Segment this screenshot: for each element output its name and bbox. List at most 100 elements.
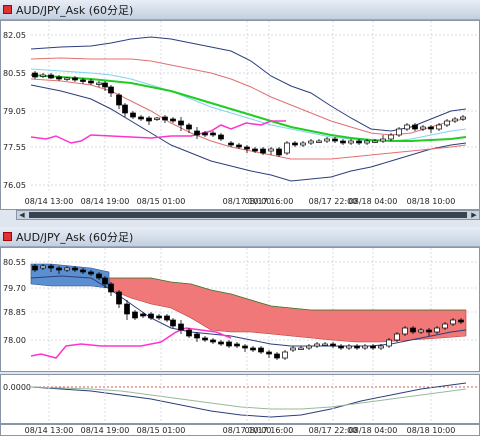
candle-body (404, 124, 410, 130)
candle-body (88, 271, 94, 275)
candle-body (210, 339, 216, 343)
candle-body (442, 323, 448, 329)
top-x-tick-label: 08/17 22:00 (309, 197, 358, 206)
candle-body (218, 341, 224, 345)
candle-body (274, 353, 280, 359)
candle-body (80, 79, 86, 82)
bottom-ichimoku-chart[interactable]: 80.55 79.70 78.85 78.00 (0, 247, 480, 372)
top-x-tick-label: 08/14 19:00 (81, 197, 130, 206)
scroll-left-arrow-icon[interactable]: ◀ (19, 211, 25, 219)
candle-body (314, 343, 320, 347)
chart-close-icon[interactable] (3, 232, 12, 241)
candle-body (354, 345, 360, 349)
scroll-right-arrow-icon[interactable]: ▶ (471, 211, 477, 219)
scrollbar-thumb[interactable] (29, 212, 467, 218)
candle-body (242, 345, 248, 349)
candle-body (340, 140, 346, 144)
bottom-time-axis: 08/14 13:00 08/14 19:00 08/15 01:00 08/17 1… (0, 424, 480, 436)
candle-body (210, 132, 216, 136)
candle-body (396, 128, 402, 136)
candle-body (436, 124, 442, 130)
bottom-x-tick-label: 08/18 04:00 (349, 426, 398, 435)
candle-body (122, 104, 128, 114)
candle-body (156, 315, 162, 319)
chart-close-icon[interactable] (3, 5, 12, 14)
candle-body (170, 319, 176, 327)
candle-body (138, 116, 144, 120)
candle-body (108, 283, 114, 293)
top-chart-svg: 82.05 80.55 79.05 77.55 76.05 08/14 13:00 08/1… (3, 21, 479, 206)
candle-body (226, 341, 232, 347)
candle-body (64, 77, 70, 80)
oscillator-svg: 0.0000 (3, 375, 479, 423)
candle-body (330, 343, 336, 347)
candle-body (80, 269, 86, 273)
candle-body (154, 117, 160, 120)
candle-body (140, 313, 146, 317)
bottom-chart-svg: 80.55 79.70 78.85 78.00 (3, 248, 479, 371)
candle-body (298, 347, 304, 350)
candle-body (178, 323, 184, 331)
candle-body (64, 267, 70, 271)
top-y-tick-label: 82.05 (3, 31, 26, 40)
candle-body (116, 291, 122, 305)
candle-body (202, 337, 208, 341)
candle-body (412, 124, 418, 130)
candle-body (162, 116, 168, 121)
candle-body (132, 311, 138, 319)
candle-body (234, 343, 240, 347)
candle-body (56, 76, 62, 80)
bottom-x-tick-label: 08/14 19:00 (81, 426, 130, 435)
oscillator-chart[interactable]: 0.0000 (0, 374, 480, 424)
candle-body (380, 138, 386, 142)
candle-body (284, 142, 290, 154)
bottom-x-tick-label: 08/17 10:00 (223, 426, 272, 435)
candle-body (56, 267, 62, 271)
candle-body (228, 142, 234, 146)
candle-body (378, 345, 384, 349)
candle-body (170, 118, 176, 122)
candle-body (316, 140, 322, 143)
bottom-x-tick-label: 08/14 13:00 (25, 426, 74, 435)
top-x-tick-label: 08/17 10:00 (223, 197, 272, 206)
candle-body (186, 329, 192, 337)
bottom-x-tick-label: 08/15 01:00 (137, 426, 186, 435)
candle-body (194, 333, 200, 339)
candle-body (306, 345, 312, 349)
candle-body (292, 142, 298, 146)
candle-body (108, 86, 114, 94)
candle-body (276, 148, 282, 156)
top-chart-title-bar: AUD/JPY_Ask (60分足) (0, 0, 480, 20)
top-price-chart[interactable]: 82.05 80.55 79.05 77.55 76.05 08/14 13:00 08/1… (0, 20, 480, 210)
candle-body (130, 112, 136, 118)
chikou-span-line (30, 120, 286, 144)
candle-body (300, 142, 306, 146)
candle-body (426, 329, 432, 333)
candle-body (116, 94, 122, 106)
candle-body (348, 140, 354, 144)
candle-body (322, 343, 328, 346)
candle-body (386, 339, 392, 347)
candle-body (258, 347, 264, 353)
oscillator-main-line (30, 382, 467, 418)
candle-body (48, 74, 54, 79)
candle-body (444, 120, 450, 126)
candle-body (194, 130, 200, 136)
candle-body (72, 77, 78, 81)
candle-body (332, 138, 338, 142)
candle-body (148, 313, 154, 319)
top-x-tick-label: 08/15 01:00 (137, 197, 186, 206)
candle-body (260, 148, 266, 154)
candle-body (266, 351, 272, 355)
top-x-tick-label: 08/18 10:00 (407, 197, 456, 206)
candle-body (96, 82, 102, 85)
chart-scrollbar[interactable]: ◀ ▶ (16, 210, 480, 220)
top-x-tick-label: 08/18 04:00 (349, 197, 398, 206)
candle-body (290, 347, 296, 351)
candle-body (40, 265, 46, 269)
bollinger-lower-line (30, 84, 467, 182)
candle-body (164, 315, 170, 321)
candle-body (346, 345, 352, 349)
candle-body (236, 144, 242, 148)
candle-body (434, 327, 440, 333)
